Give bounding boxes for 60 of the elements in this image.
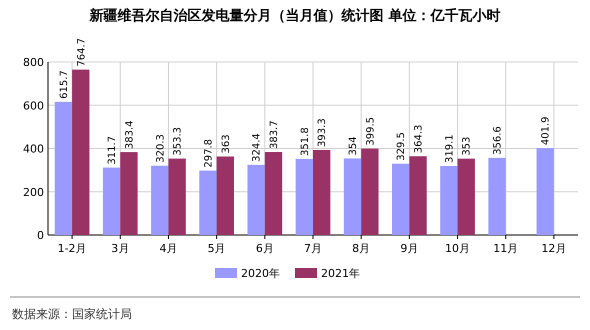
data-label: 399.5	[365, 116, 376, 146]
data-label: 353	[462, 136, 473, 156]
bar	[344, 158, 362, 235]
data-label: 319.1	[444, 134, 456, 163]
chart-title: 新疆维吾尔自治区发电量分月（当月值）统计图 单位：亿千瓦小时	[88, 7, 500, 24]
bar	[440, 166, 458, 235]
data-label: 329.5	[396, 132, 408, 161]
bar	[409, 156, 427, 235]
x-tick-label: 12月	[541, 242, 566, 255]
data-label: 401.9	[540, 116, 552, 146]
bar	[199, 170, 217, 235]
x-tick-label: 1-2月	[58, 242, 87, 255]
x-tick-label: 11月	[493, 242, 518, 255]
data-label: 351.8	[300, 127, 311, 156]
data-label: 356.6	[492, 126, 504, 155]
bar	[54, 102, 72, 235]
x-tick-label: 7月	[304, 242, 322, 255]
bar	[168, 158, 186, 235]
data-label: 615.7	[58, 70, 70, 99]
bar	[120, 152, 138, 235]
x-tick-label: 10月	[445, 242, 470, 255]
bar	[392, 164, 410, 235]
data-label: 364.3	[414, 124, 425, 154]
x-tick-label: 6月	[256, 242, 274, 255]
y-tick-label: 200	[23, 186, 44, 199]
data-label: 363	[220, 134, 232, 154]
y-tick-label: 600	[23, 99, 44, 112]
x-tick-label: 4月	[159, 242, 178, 255]
bar	[488, 158, 506, 235]
data-label: 393.3	[317, 118, 328, 147]
bar	[216, 156, 234, 235]
data-label: 297.8	[203, 138, 214, 168]
data-label: 354	[348, 136, 360, 156]
data-label: 383.4	[124, 120, 136, 150]
data-label: 383.7	[268, 120, 280, 150]
x-tick-label: 9月	[400, 242, 418, 255]
bar	[151, 166, 168, 235]
y-tick-label: 400	[23, 142, 44, 156]
source-note: 数据来源：国家统计局	[12, 307, 132, 321]
data-label: 311.7	[107, 136, 118, 165]
data-label: 320.3	[155, 134, 166, 163]
legend-label: 2020年	[241, 267, 280, 280]
x-tick-label: 8月	[352, 242, 370, 255]
bar	[458, 158, 475, 235]
data-label: 764.7	[76, 38, 88, 67]
bar	[536, 148, 554, 235]
bar	[264, 152, 282, 235]
y-tick-label: 0	[37, 229, 44, 242]
bar	[361, 148, 379, 235]
data-label: 353.3	[172, 126, 184, 156]
bar	[247, 164, 265, 235]
bar	[296, 158, 313, 235]
x-tick-label: 3月	[111, 242, 130, 255]
bar	[313, 150, 330, 235]
y-tick-label: 800	[23, 56, 44, 69]
legend-label: 2021年	[321, 267, 360, 280]
bar	[102, 168, 120, 235]
bar	[72, 70, 90, 235]
data-label: 324.4	[252, 133, 263, 162]
x-tick-label: 5月	[208, 242, 226, 255]
